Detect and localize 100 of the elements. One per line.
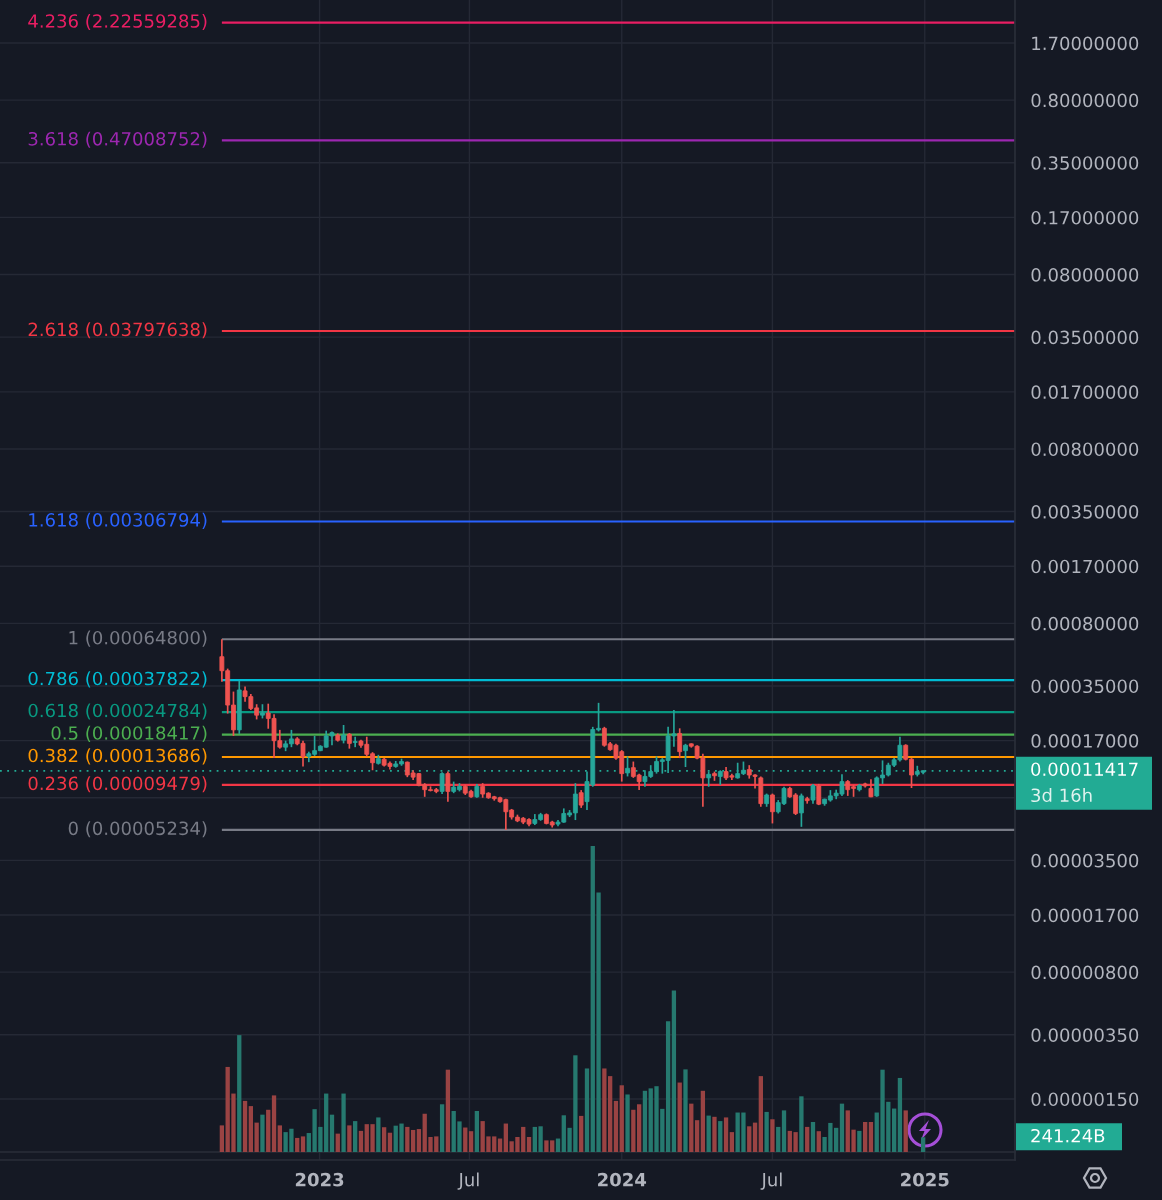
y-tick-label: 0.00350000 bbox=[1031, 505, 1139, 519]
bar bbox=[694, 1120, 700, 1152]
x-tick-label: Jul bbox=[760, 1172, 782, 1190]
y-tick-label: 0.00001700 bbox=[1031, 908, 1139, 923]
bar bbox=[863, 1122, 868, 1152]
bar bbox=[706, 1115, 711, 1152]
bar bbox=[729, 1132, 735, 1152]
bar bbox=[712, 1116, 717, 1152]
bar bbox=[776, 1126, 781, 1152]
bar bbox=[781, 1110, 787, 1152]
bar bbox=[387, 1132, 393, 1152]
bar bbox=[758, 1076, 763, 1152]
ref-line-label: 0 (0.00005234) bbox=[68, 821, 207, 838]
bar bbox=[770, 1119, 775, 1152]
bar bbox=[416, 1129, 422, 1152]
bar bbox=[799, 1096, 804, 1152]
ref-line-label: 1.618 (0.00306794) bbox=[29, 512, 207, 529]
bar bbox=[903, 1110, 908, 1152]
bar bbox=[526, 1137, 532, 1152]
bar bbox=[584, 1068, 590, 1152]
bar bbox=[555, 1138, 561, 1152]
bar bbox=[260, 1114, 265, 1152]
ref-line-label: 0.236 (0.00009479) bbox=[28, 776, 207, 793]
bar bbox=[689, 1103, 694, 1152]
ref-line-label: 3.618 (0.47008752) bbox=[28, 131, 207, 148]
bar bbox=[266, 1109, 271, 1152]
bar bbox=[752, 1122, 758, 1152]
bar bbox=[764, 1111, 769, 1152]
y-tick-label: 0.01700000 bbox=[1031, 385, 1139, 399]
x-tick-label: 2024 bbox=[598, 1172, 647, 1187]
bar bbox=[625, 1094, 630, 1152]
bar bbox=[665, 1021, 671, 1152]
bar bbox=[376, 1117, 381, 1152]
ref-line-label: 0.786 (0.00037822) bbox=[28, 671, 207, 688]
bar bbox=[277, 1125, 282, 1152]
bar bbox=[405, 1126, 410, 1152]
candlestick bbox=[683, 743, 688, 768]
y-tick-label: 0.00000350 bbox=[1031, 1028, 1139, 1042]
bar bbox=[747, 1126, 752, 1152]
y-tick-label: 0.00003500 bbox=[1031, 853, 1139, 868]
bar bbox=[642, 1090, 648, 1152]
bar bbox=[631, 1109, 636, 1152]
bar bbox=[810, 1122, 816, 1152]
bar bbox=[718, 1121, 723, 1152]
bar bbox=[474, 1111, 480, 1152]
y-tick-label: 0.00000800 bbox=[1031, 965, 1139, 980]
bar bbox=[295, 1137, 300, 1152]
bar bbox=[358, 1130, 364, 1152]
x-tick-label: 2023 bbox=[295, 1172, 344, 1187]
bar bbox=[329, 1114, 335, 1152]
ref-line-label: 2.618 (0.03797638) bbox=[28, 322, 207, 339]
bar bbox=[237, 1035, 242, 1152]
bar bbox=[335, 1133, 340, 1152]
text: 3d 16h bbox=[1031, 788, 1092, 803]
y-tick-label: 0.00170000 bbox=[1031, 559, 1139, 574]
bar bbox=[445, 1069, 451, 1152]
bar bbox=[805, 1126, 810, 1152]
candlestick bbox=[799, 792, 804, 828]
bar bbox=[468, 1131, 474, 1152]
bar bbox=[857, 1130, 862, 1152]
bar bbox=[671, 990, 677, 1152]
bar bbox=[677, 1082, 682, 1152]
candlestick bbox=[352, 735, 358, 749]
bar bbox=[700, 1090, 706, 1152]
bar bbox=[839, 1103, 845, 1152]
ref-line-label: 0.5 (0.00018417) bbox=[51, 725, 207, 742]
x-tick-label: 2025 bbox=[901, 1172, 949, 1187]
y-tick-label: 0.00017000 bbox=[1031, 734, 1139, 748]
bar bbox=[300, 1136, 306, 1152]
candlestick bbox=[341, 724, 346, 745]
y-tick-label: 0.08000000 bbox=[1031, 267, 1139, 282]
bar bbox=[353, 1121, 358, 1152]
bar bbox=[410, 1129, 416, 1152]
candlestick bbox=[770, 792, 775, 825]
y-tick-label: 0.00800000 bbox=[1031, 442, 1139, 457]
bar bbox=[897, 1077, 903, 1152]
x-tick-label: Jul bbox=[457, 1172, 479, 1190]
ref-line-label: 0.382 (0.00013686) bbox=[28, 748, 207, 765]
y-tick-label: 0.00080000 bbox=[1031, 616, 1139, 631]
ref-line-label: 1 (0.00064800) bbox=[69, 630, 207, 647]
text: 241.24B bbox=[1031, 1128, 1105, 1143]
ref-line-label: 0.618 (0.00024784) bbox=[28, 703, 207, 720]
bar bbox=[619, 1085, 624, 1152]
candlestick bbox=[625, 755, 630, 778]
bar bbox=[381, 1127, 387, 1152]
bar bbox=[683, 1069, 688, 1152]
y-tick-label: 0.35000000 bbox=[1031, 156, 1139, 170]
candlestick bbox=[810, 783, 816, 805]
bar bbox=[816, 1131, 821, 1152]
bar bbox=[613, 1100, 619, 1152]
bar bbox=[219, 1125, 225, 1152]
bar bbox=[868, 1122, 874, 1152]
bar bbox=[439, 1104, 445, 1152]
candlestick bbox=[445, 770, 451, 803]
bar bbox=[636, 1104, 642, 1152]
y-tick-label: 1.70000000 bbox=[1032, 36, 1139, 51]
ref-line-label: 4.236 (2.22559285) bbox=[28, 13, 207, 30]
y-tick-label: 0.03500000 bbox=[1031, 330, 1139, 345]
y-tick-label: 0.80000000 bbox=[1031, 93, 1139, 108]
bar bbox=[891, 1108, 897, 1152]
